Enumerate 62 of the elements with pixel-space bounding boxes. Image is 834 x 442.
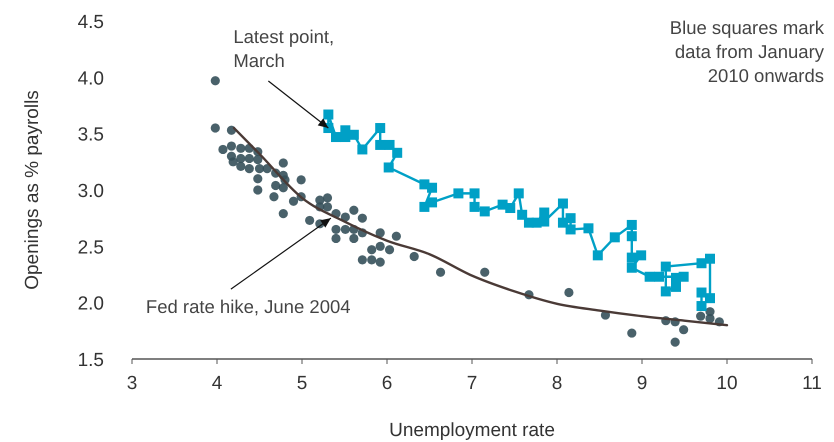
- y-tick-label: 2.5: [78, 237, 104, 258]
- point: [558, 198, 568, 209]
- point: [357, 144, 368, 154]
- y-tick-label: 1.5: [78, 350, 104, 371]
- y-tick-label: 4.0: [78, 68, 104, 90]
- annotation: Fed rate hike, June 2004: [146, 296, 351, 318]
- point: [517, 210, 528, 220]
- x-tick-label: 5: [296, 373, 308, 394]
- point: [626, 252, 637, 263]
- point: [453, 188, 464, 198]
- x-tick-label: 9: [636, 373, 648, 394]
- point: [705, 254, 715, 264]
- point: [375, 123, 386, 134]
- point: [626, 231, 637, 242]
- point: [610, 232, 620, 242]
- point: [660, 262, 671, 272]
- y-tick-label: 4.5: [78, 12, 104, 33]
- x-tick-label: 6: [382, 373, 392, 394]
- point: [566, 224, 576, 234]
- point: [539, 208, 550, 218]
- x-tick-label: 4: [212, 373, 223, 394]
- y-tick-label: 3.0: [78, 181, 104, 202]
- point: [419, 202, 430, 212]
- point: [644, 272, 655, 282]
- point: [331, 132, 341, 142]
- point: [583, 223, 594, 234]
- point: [678, 272, 689, 282]
- point: [470, 202, 480, 212]
- x-tick-label: 10: [716, 373, 738, 394]
- y-axis-title: Openings as % payrolls: [22, 90, 43, 290]
- point: [671, 282, 681, 292]
- point: [392, 148, 402, 158]
- point: [384, 162, 394, 172]
- annotation: Latest point, March: [233, 26, 334, 72]
- point: [626, 262, 637, 273]
- point: [480, 206, 490, 216]
- point: [705, 293, 715, 304]
- x-tick-label: 3: [126, 373, 138, 394]
- point: [470, 188, 480, 198]
- point: [514, 188, 524, 198]
- point: [636, 250, 646, 260]
- x-tick-label: 8: [552, 373, 562, 394]
- point: [558, 218, 568, 228]
- x-axis-title: Unemployment rate: [389, 420, 555, 441]
- x-tick-label: 11: [802, 373, 822, 394]
- point: [498, 200, 508, 210]
- y-tick-label: 3.5: [78, 124, 104, 146]
- point: [696, 288, 706, 298]
- point: [524, 218, 534, 228]
- point: [696, 258, 706, 268]
- point: [384, 140, 395, 150]
- point: [660, 286, 671, 296]
- x-tick-label: 7: [466, 373, 478, 394]
- point: [419, 179, 430, 190]
- point: [375, 140, 386, 150]
- y-tick-label: 2.0: [78, 294, 104, 315]
- point: [626, 220, 637, 230]
- point: [654, 272, 664, 282]
- point: [592, 250, 603, 260]
- annotation: Blue squares mark data from January 2010 onwards: [670, 17, 825, 86]
- point: [323, 110, 334, 120]
- point: [696, 301, 706, 312]
